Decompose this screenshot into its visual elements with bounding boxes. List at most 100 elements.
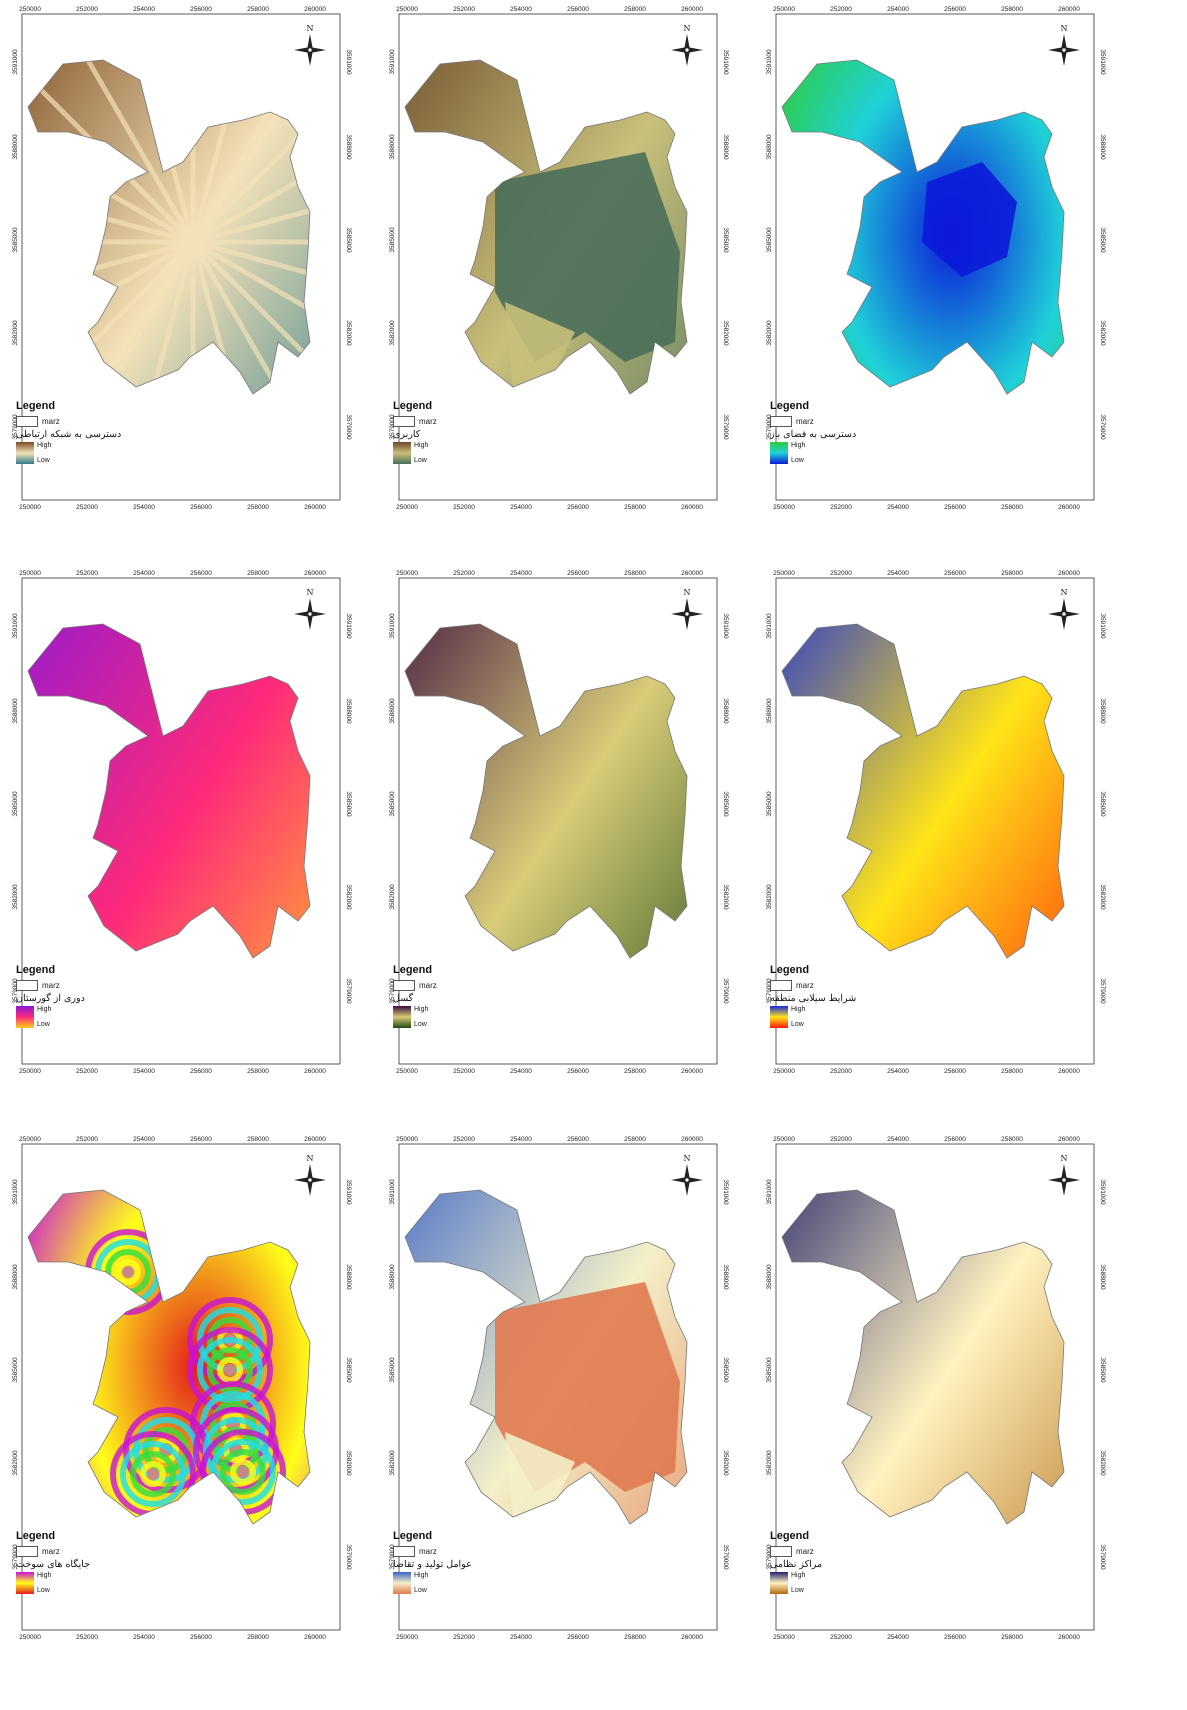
x-tick-label-top: 258000 xyxy=(1001,6,1023,13)
color-ramp xyxy=(16,442,34,464)
x-tick-label-top: 254000 xyxy=(887,1136,909,1143)
y-tick-label-left: 3591000 xyxy=(389,49,396,75)
x-tick-label-bottom: 256000 xyxy=(190,504,212,511)
x-tick-label-top: 258000 xyxy=(624,1136,646,1143)
north-arrow-icon: N xyxy=(294,588,326,630)
ramp-low-label: Low xyxy=(791,1021,804,1028)
legend-title: Legend xyxy=(16,1530,56,1542)
map-figure: 250000 250000 252000 252000 254000 254000 2560… xyxy=(389,1136,729,1641)
y-tick-label-left: 3585000 xyxy=(389,227,396,253)
y-tick-label-left: 3585000 xyxy=(12,1357,19,1383)
x-tick-label-top: 254000 xyxy=(510,570,532,577)
y-tick-label-right: 3579000 xyxy=(345,414,352,440)
y-tick-label-right: 3588000 xyxy=(722,1264,729,1290)
x-tick-label-bottom: 260000 xyxy=(681,1634,703,1641)
x-tick-label-top: 260000 xyxy=(1058,570,1080,577)
boundary-swatch xyxy=(770,416,792,427)
x-tick-label-top: 252000 xyxy=(76,6,98,13)
y-tick-label-right: 3588000 xyxy=(345,698,352,724)
north-arrow-icon: N xyxy=(671,588,703,630)
y-tick-label-right: 3588000 xyxy=(1099,134,1106,160)
map-figure: 250000 250000 252000 252000 254000 254000 2560… xyxy=(12,570,352,1075)
y-tick-label-left: 3582000 xyxy=(389,884,396,910)
boundary-outline xyxy=(781,59,1065,395)
boundary-legend-item: marz xyxy=(770,416,970,427)
color-ramp-item: High Low xyxy=(770,1572,970,1594)
x-tick-label-bottom: 260000 xyxy=(1058,1634,1080,1641)
y-tick-label-right: 3585000 xyxy=(722,791,729,817)
x-tick-label-bottom: 258000 xyxy=(1001,1634,1023,1641)
x-tick-label-top: 250000 xyxy=(19,570,41,577)
legend-title: Legend xyxy=(770,1530,810,1542)
x-tick-label-top: 254000 xyxy=(133,1136,155,1143)
y-tick-label-right: 3585000 xyxy=(1099,227,1106,253)
y-tick-label-left: 3591000 xyxy=(389,1179,396,1205)
ramp-high-label: High xyxy=(37,442,52,449)
x-tick-label-bottom: 260000 xyxy=(1058,1068,1080,1075)
y-tick-label-right: 3585000 xyxy=(1099,791,1106,817)
boundary-label: marz xyxy=(419,1547,437,1556)
x-tick-label-top: 256000 xyxy=(190,6,212,13)
color-ramp xyxy=(393,442,411,464)
layer-name: گسل xyxy=(393,993,414,1004)
boundary-swatch xyxy=(393,1546,415,1557)
boundary-outline xyxy=(404,623,688,959)
boundary-swatch xyxy=(16,980,38,991)
boundary-outline xyxy=(404,59,688,395)
x-tick-label-bottom: 252000 xyxy=(453,1634,475,1641)
x-tick-label-bottom: 260000 xyxy=(681,504,703,511)
color-ramp-item: High Low xyxy=(16,1572,216,1594)
north-letter: N xyxy=(684,24,691,33)
boundary-legend-item: marz xyxy=(393,416,593,427)
x-tick-label-bottom: 254000 xyxy=(510,504,532,511)
boundary-legend-item: marz xyxy=(16,980,216,991)
y-tick-label-left: 3588000 xyxy=(389,134,396,160)
x-tick-label-top: 254000 xyxy=(133,570,155,577)
x-tick-label-top: 252000 xyxy=(76,570,98,577)
color-ramp-item: High Low xyxy=(393,1572,593,1594)
x-tick-label-bottom: 250000 xyxy=(773,1634,795,1641)
y-tick-label-right: 3582000 xyxy=(345,320,352,346)
y-tick-label-left: 3588000 xyxy=(389,698,396,724)
boundary-outline xyxy=(781,623,1065,959)
boundary-outline xyxy=(27,59,311,395)
y-tick-label-right: 3591000 xyxy=(345,1179,352,1205)
x-tick-label-bottom: 258000 xyxy=(624,504,646,511)
y-tick-label-right: 3582000 xyxy=(345,1450,352,1476)
color-ramp-item: High Low xyxy=(393,442,593,464)
color-ramp xyxy=(16,1006,34,1028)
x-tick-label-bottom: 258000 xyxy=(624,1634,646,1641)
x-tick-label-top: 256000 xyxy=(190,570,212,577)
y-tick-label-right: 3579000 xyxy=(345,978,352,1004)
boundary-label: marz xyxy=(42,417,60,426)
legend-title: Legend xyxy=(393,964,433,976)
ramp-high-label: High xyxy=(414,442,429,449)
x-tick-label-bottom: 250000 xyxy=(396,504,418,511)
x-tick-label-top: 256000 xyxy=(567,570,589,577)
x-tick-label-bottom: 250000 xyxy=(396,1068,418,1075)
y-tick-label-left: 3585000 xyxy=(12,791,19,817)
north-arrow-icon: N xyxy=(1048,24,1080,66)
boundary-outline xyxy=(404,1189,688,1525)
boundary-swatch xyxy=(770,980,792,991)
x-tick-label-bottom: 254000 xyxy=(887,504,909,511)
map-panel: 250000 250000 252000 252000 254000 254000 2560… xyxy=(762,1132,1117,1672)
color-ramp xyxy=(770,442,788,464)
boundary-swatch xyxy=(770,1546,792,1557)
y-tick-label-left: 3591000 xyxy=(12,1179,19,1205)
y-tick-label-right: 3585000 xyxy=(722,227,729,253)
x-tick-label-bottom: 254000 xyxy=(887,1634,909,1641)
y-tick-label-right: 3591000 xyxy=(722,613,729,639)
y-tick-label-left: 3591000 xyxy=(766,613,773,639)
x-tick-label-top: 250000 xyxy=(19,6,41,13)
color-ramp xyxy=(16,1572,34,1594)
legend-title: Legend xyxy=(770,400,810,412)
north-arrow-icon: N xyxy=(671,24,703,66)
x-tick-label-top: 256000 xyxy=(567,1136,589,1143)
map-figure: 250000 250000 252000 252000 254000 254000 2560… xyxy=(12,1136,352,1641)
legend: Legend marz دوری از گورستان High Low xyxy=(16,964,216,1028)
color-ramp xyxy=(770,1572,788,1594)
y-tick-label-left: 3579000 xyxy=(389,414,396,440)
x-tick-label-top: 250000 xyxy=(396,570,418,577)
layer-name: عوامل تولید و تقاضا xyxy=(393,1559,472,1570)
